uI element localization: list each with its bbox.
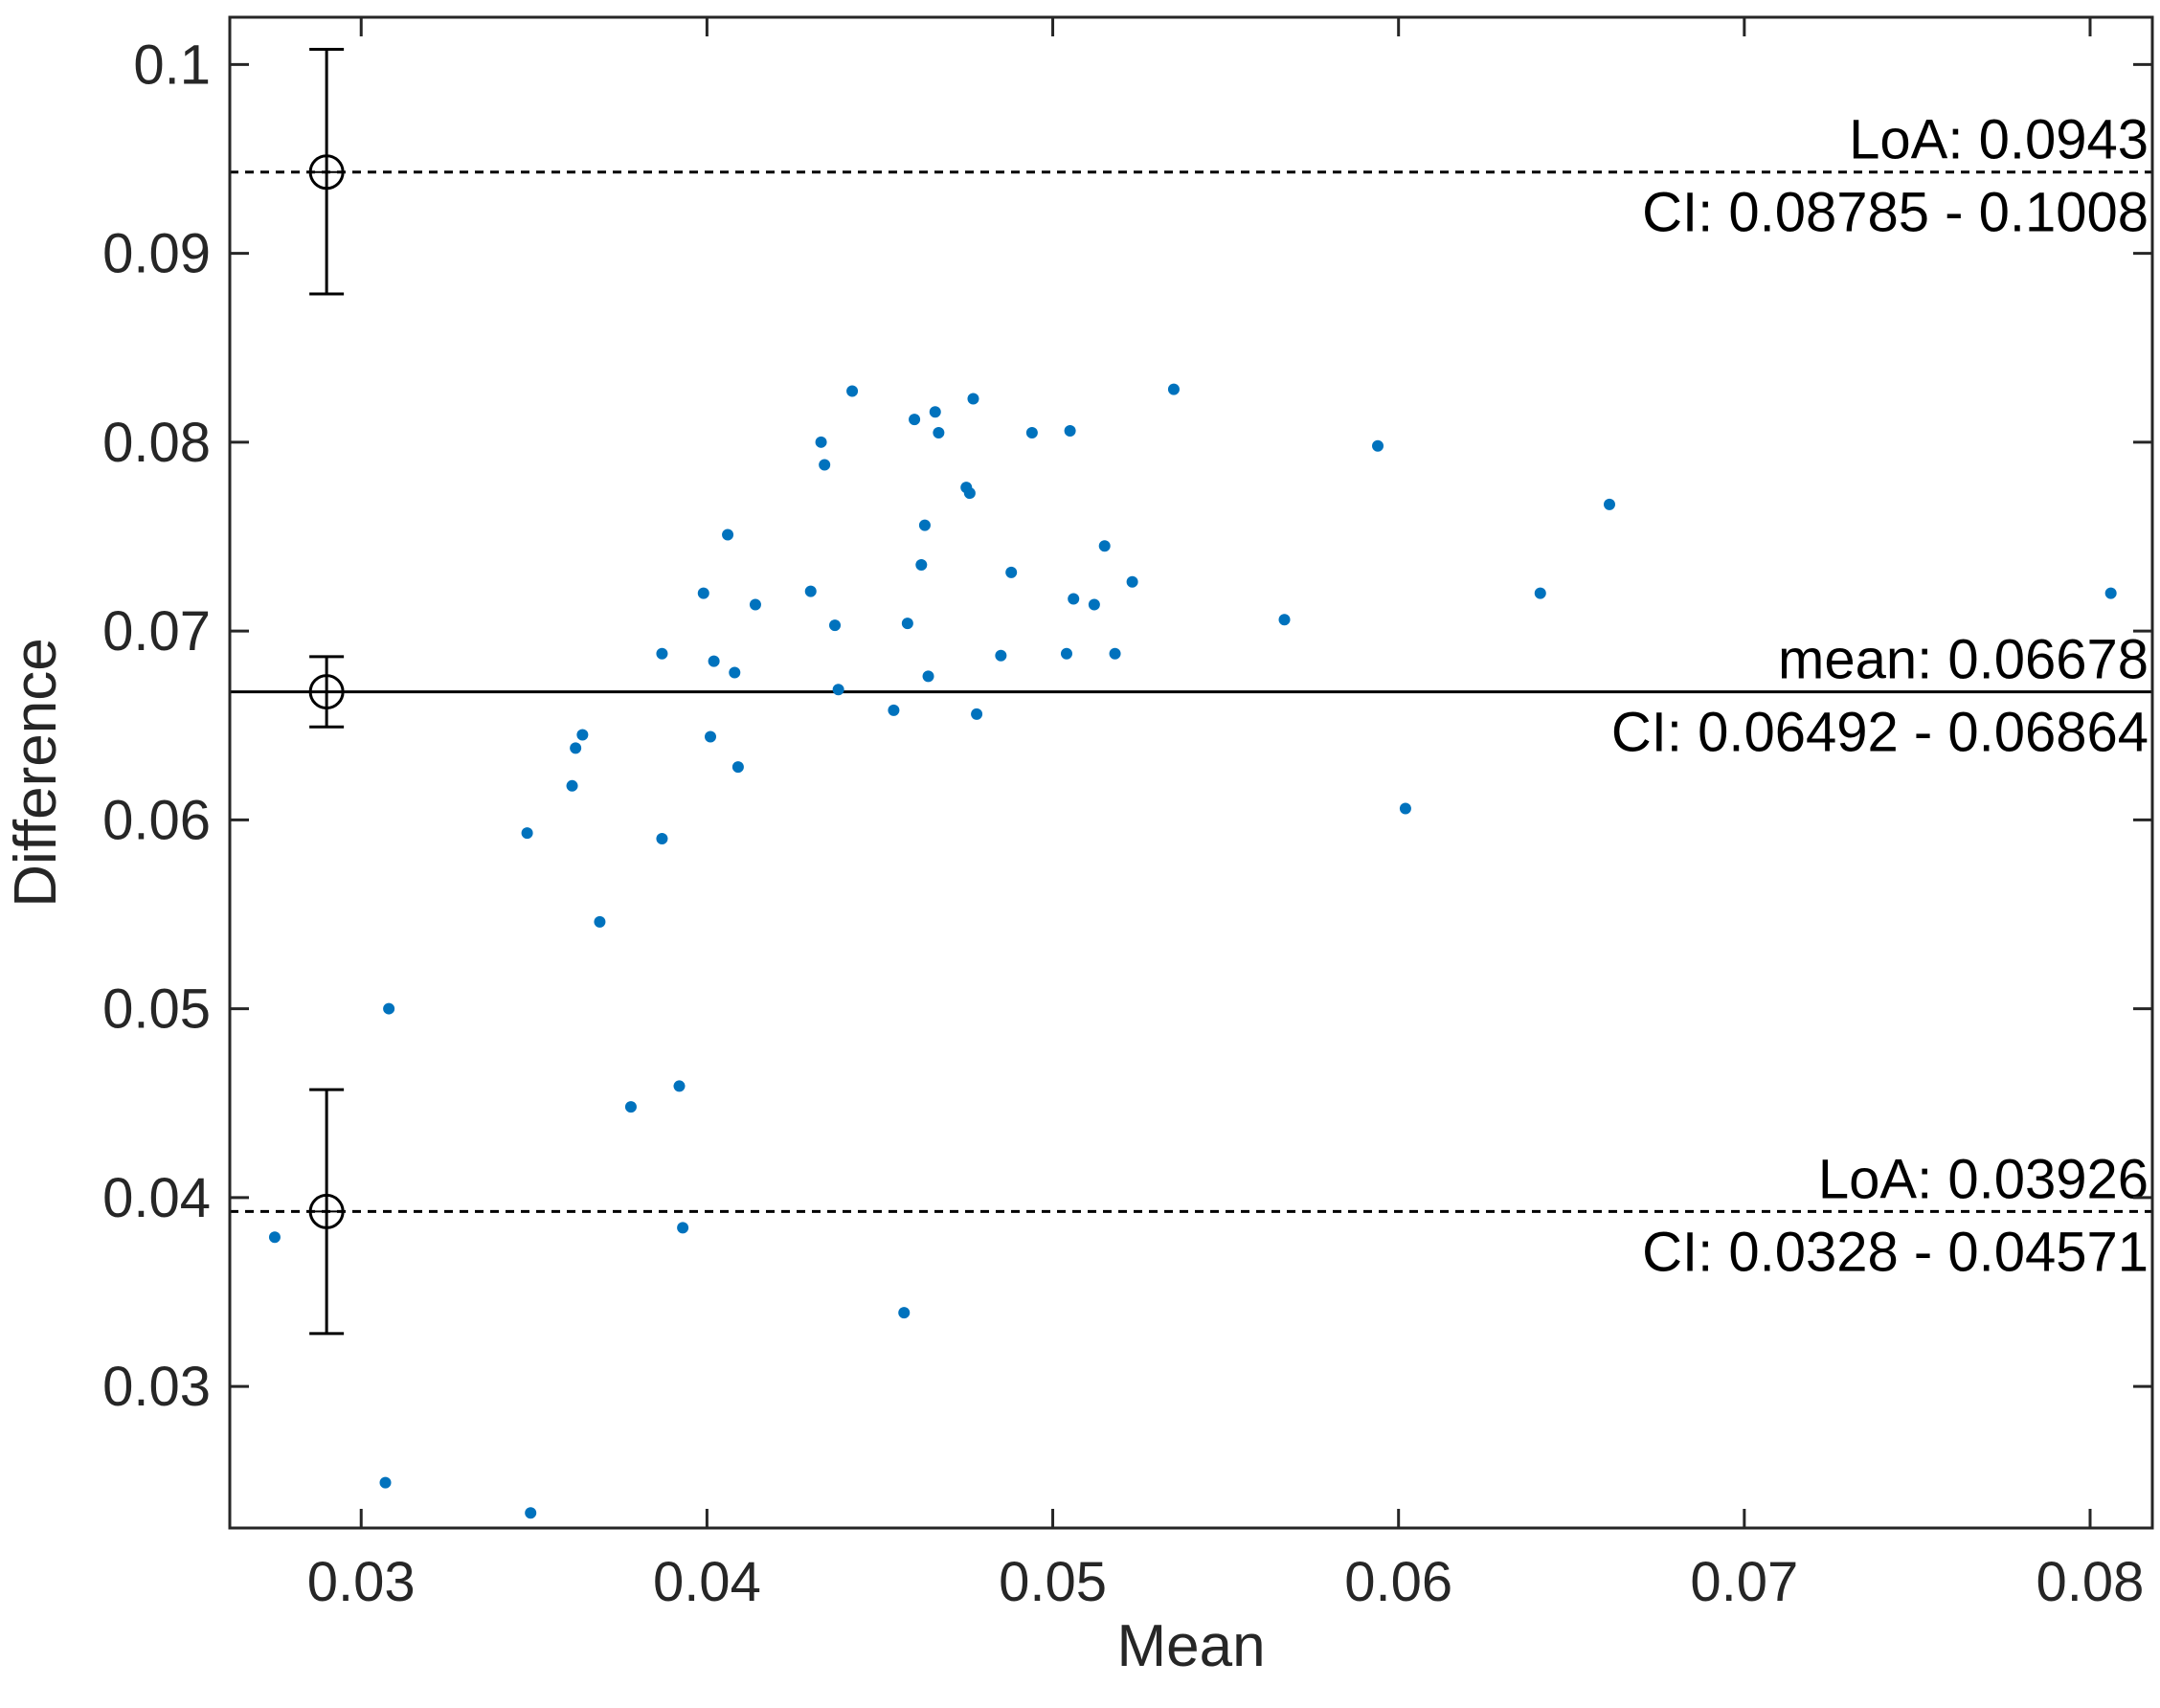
y-tick-label: 0.07 xyxy=(102,600,211,663)
data-point xyxy=(929,406,941,418)
data-point xyxy=(570,742,582,754)
data-point xyxy=(1278,614,1291,626)
data-point xyxy=(656,833,668,845)
data-point xyxy=(2104,587,2117,599)
upper-loa-ci-label: CI: 0.08785 - 0.1008 xyxy=(1642,182,2149,244)
data-point xyxy=(576,729,589,741)
data-point xyxy=(901,618,913,630)
x-tick-label: 0.05 xyxy=(999,1551,1107,1613)
data-point xyxy=(379,1476,392,1489)
data-point xyxy=(731,761,744,774)
data-point xyxy=(829,619,842,632)
y-axis-ticks: 0.03 0.04 0.05 0.06 0.07 0.08 0.09 0.1 xyxy=(102,34,2152,1418)
data-point xyxy=(922,670,934,683)
y-tick-label: 0.04 xyxy=(102,1167,211,1229)
axes-box xyxy=(228,15,2154,1530)
data-point xyxy=(804,585,817,597)
data-point xyxy=(521,827,533,840)
y-tick-label: 0.09 xyxy=(102,223,211,285)
data-point xyxy=(677,1222,689,1234)
data-point xyxy=(846,385,859,397)
data-point xyxy=(1167,383,1180,395)
data-point xyxy=(1399,802,1411,815)
data-point xyxy=(673,1080,686,1092)
data-point xyxy=(1126,575,1138,588)
data-point xyxy=(915,559,928,572)
x-tick-label: 0.04 xyxy=(653,1551,761,1613)
data-point xyxy=(1534,587,1546,599)
y-tick-label: 0.08 xyxy=(102,412,211,474)
data-point xyxy=(708,655,720,667)
data-point xyxy=(594,915,606,928)
data-point xyxy=(918,519,931,531)
x-tick-label: 0.08 xyxy=(2036,1551,2145,1613)
y-tick-label: 0.05 xyxy=(102,978,211,1041)
data-point xyxy=(705,730,716,743)
data-point xyxy=(971,708,983,720)
data-point xyxy=(995,649,1007,662)
data-point xyxy=(898,1307,911,1319)
y-tick-label: 0.03 xyxy=(102,1356,211,1418)
y-axis-title: Difference xyxy=(3,638,69,907)
data-point xyxy=(1064,424,1076,437)
data-point xyxy=(729,666,741,679)
data-point xyxy=(383,1002,395,1015)
y-tick-label: 0.06 xyxy=(102,789,211,851)
data-point xyxy=(815,436,827,448)
x-axis-ticks: 0.03 0.04 0.05 0.06 0.07 0.08 xyxy=(307,17,2145,1613)
data-point xyxy=(1372,439,1384,452)
data-point xyxy=(909,414,921,426)
plot-marks: LoA: 0.0943 CI: 0.08785 - 0.1008 mean: 0.0… xyxy=(230,48,2152,1519)
data-point xyxy=(1603,498,1615,510)
lower-loa-ci-label: CI: 0.0328 - 0.04571 xyxy=(1642,1221,2149,1283)
data-point xyxy=(1109,647,1121,660)
lower-loa-label: LoA: 0.03926 xyxy=(1818,1148,2149,1210)
data-point xyxy=(525,1507,537,1519)
data-point xyxy=(722,528,734,541)
data-point xyxy=(1005,566,1018,578)
data-point xyxy=(1060,647,1072,660)
x-tick-label: 0.06 xyxy=(1344,1551,1452,1613)
data-point xyxy=(832,684,844,696)
x-tick-label: 0.07 xyxy=(1690,1551,1798,1613)
data-point xyxy=(933,426,945,438)
x-axis-title: Mean xyxy=(1116,1613,1265,1679)
data-point xyxy=(888,704,900,716)
data-point xyxy=(656,647,668,660)
upper-loa-label: LoA: 0.0943 xyxy=(1849,109,2149,171)
mean-ci-label: CI: 0.06492 - 0.06864 xyxy=(1611,702,2149,764)
mean-label: mean: 0.06678 xyxy=(1778,629,2149,691)
data-point xyxy=(963,487,976,500)
data-point xyxy=(697,587,709,599)
x-tick-label: 0.03 xyxy=(307,1551,416,1613)
data-point xyxy=(624,1101,637,1113)
data-point xyxy=(749,598,761,611)
data-point xyxy=(1025,426,1038,438)
data-point xyxy=(566,779,578,792)
data-point xyxy=(1068,593,1080,605)
y-tick-label: 0.1 xyxy=(133,34,211,96)
data-point xyxy=(1098,540,1111,552)
data-point xyxy=(1088,598,1100,611)
data-point xyxy=(967,393,979,405)
data-point xyxy=(819,459,831,471)
data-point xyxy=(268,1231,281,1244)
